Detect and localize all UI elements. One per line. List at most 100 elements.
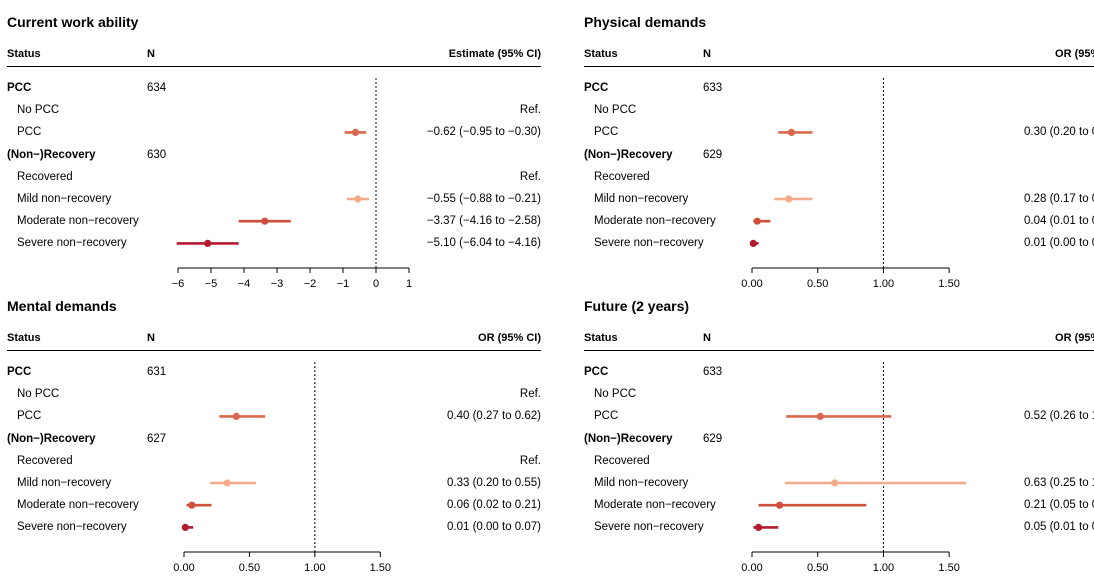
- estimate-text: −0.62 (−0.95 to −0.30): [426, 126, 541, 139]
- estimate-text: Ref.: [519, 388, 541, 401]
- forest-plot-svg: 0.00 0.50 1.00 1.50: [741, 78, 960, 290]
- estimate-text: 0.28 (0.17 to 0.46): [1024, 193, 1094, 205]
- estimate-text: 0.63 (0.25 to 1.63): [1024, 477, 1094, 489]
- row-label: Recovered: [17, 454, 73, 467]
- forest-panel-physical-demands: Physical demands Status N OR (95% CI) PC…: [584, 14, 1094, 297]
- estimate-text: 0.06 (0.02 to 0.21): [447, 499, 541, 512]
- group-label: PCC: [584, 82, 609, 94]
- row-label: No PCC: [17, 104, 60, 117]
- row-label: Severe non−recovery: [17, 237, 127, 250]
- point-estimate: [261, 217, 269, 225]
- estimate-text: 0.52 (0.26 to 1.06): [1024, 410, 1094, 423]
- status-header: Status: [7, 332, 41, 344]
- point-estimate: [188, 501, 196, 509]
- status-header: Status: [7, 48, 41, 60]
- point-estimate: [816, 412, 824, 420]
- x-tick-label: −4: [238, 278, 251, 290]
- x-tick-label: −5: [205, 278, 218, 290]
- row-label: Mild non−recovery: [17, 193, 112, 205]
- x-tick-label: 0.00: [741, 562, 762, 574]
- row-label: PCC: [17, 126, 42, 139]
- n-header: N: [147, 48, 155, 60]
- estimate-text: 0.21 (0.05 to 0.87): [1024, 499, 1094, 512]
- estimate-text: −5.10 (−6.04 to −4.16): [426, 237, 541, 250]
- x-tick-label: 1.00: [304, 562, 325, 574]
- panel-title: Mental demands: [7, 298, 117, 314]
- panel-title: Physical demands: [584, 14, 707, 30]
- group-label: PCC: [584, 366, 609, 378]
- group-label: (Non−)Recovery: [584, 432, 673, 445]
- point-estimate: [787, 128, 796, 136]
- row-label: Severe non−recovery: [594, 521, 704, 534]
- x-tick-label: −2: [304, 278, 317, 290]
- row-label: PCC: [594, 126, 619, 139]
- group-label: (Non−)Recovery: [584, 148, 673, 161]
- point-estimate: [753, 217, 761, 225]
- x-tick-label: 0.50: [807, 278, 828, 290]
- group-label: (Non−)Recovery: [7, 148, 96, 161]
- group-label: PCC: [7, 366, 32, 378]
- point-estimate: [354, 195, 362, 203]
- estimate-text: 0.04 (0.01 to 0.14): [1024, 215, 1094, 228]
- point-estimate: [232, 412, 240, 420]
- group-label: PCC: [7, 82, 32, 94]
- point-estimate: [776, 501, 784, 509]
- x-tick-label: 1.00: [873, 278, 894, 290]
- row-label: Recovered: [594, 454, 650, 467]
- row-label: Moderate non−recovery: [17, 215, 139, 228]
- estimate-text: 0.33 (0.20 to 0.55): [447, 477, 541, 489]
- n-header: N: [703, 332, 711, 344]
- row-label: Mild non−recovery: [594, 477, 689, 489]
- estimate-text: Ref.: [519, 170, 541, 183]
- group-n: 630: [147, 148, 167, 161]
- row-label: Recovered: [594, 170, 650, 183]
- point-estimate: [223, 479, 231, 487]
- row-label: Mild non−recovery: [594, 193, 689, 205]
- group-n: 633: [703, 82, 723, 94]
- header-rule: [584, 66, 1094, 67]
- estimate-text: 0.40 (0.27 to 0.62): [447, 410, 541, 423]
- estimate-text: 0.05 (0.01 to 0.20): [1024, 521, 1094, 534]
- group-n: 629: [703, 148, 723, 161]
- estimate-text: Ref.: [519, 104, 541, 117]
- forest-panel-current-work-ability: Current work ability Status N Estimate (…: [7, 14, 541, 297]
- header-rule: [7, 66, 541, 67]
- group-n: 631: [147, 366, 167, 378]
- panel-title: Current work ability: [7, 14, 139, 30]
- x-tick-label: −6: [172, 278, 185, 290]
- forest-panel-future-2-years: Future (2 years) Status N OR (95% CI) PC…: [584, 298, 1094, 581]
- forest-plot-svg: −6 −5 −4 −3 −2 −1 0 1: [172, 78, 412, 290]
- row-label: No PCC: [594, 104, 637, 117]
- estimate-text: −3.37 (−4.16 to −2.58): [426, 215, 541, 228]
- point-estimate: [785, 195, 793, 203]
- estimate-text: Ref.: [519, 454, 541, 467]
- row-label: No PCC: [17, 388, 60, 401]
- x-tick-label: −1: [337, 278, 350, 290]
- estimate-text: −0.55 (−0.88 to −0.21): [426, 193, 541, 205]
- x-tick-label: 0: [373, 278, 379, 290]
- x-tick-label: −3: [271, 278, 284, 290]
- panel-title: Future (2 years): [584, 298, 690, 314]
- estimate-header: OR (95% CI): [1055, 332, 1094, 344]
- group-n: 633: [703, 366, 723, 378]
- point-estimate: [181, 523, 189, 531]
- x-tick-label: 0.00: [741, 278, 762, 290]
- x-tick-label: 0.50: [239, 562, 260, 574]
- group-n: 627: [147, 432, 167, 445]
- status-header: Status: [584, 48, 618, 60]
- point-estimate: [754, 523, 763, 531]
- row-label: Moderate non−recovery: [594, 499, 716, 512]
- n-header: N: [703, 48, 711, 60]
- estimate-text: 0.01 (0.00 to 0.07): [447, 521, 541, 534]
- row-label: Severe non−recovery: [594, 237, 704, 250]
- group-n: 629: [703, 432, 723, 445]
- estimate-header: Estimate (95% CI): [448, 48, 541, 60]
- forest-plot-svg: 0.00 0.50 1.00 1.50: [173, 362, 391, 574]
- estimate-header: OR (95% CI): [478, 332, 541, 344]
- row-label: Moderate non−recovery: [594, 215, 716, 228]
- forest-plot-svg: 0.00 0.50 1.00 1.50: [741, 362, 967, 574]
- x-tick-label: 0.00: [173, 562, 194, 574]
- x-tick-label: 1: [406, 278, 412, 290]
- estimate-text: 0.30 (0.20 to 0.46): [1024, 126, 1094, 139]
- row-label: Moderate non−recovery: [17, 499, 139, 512]
